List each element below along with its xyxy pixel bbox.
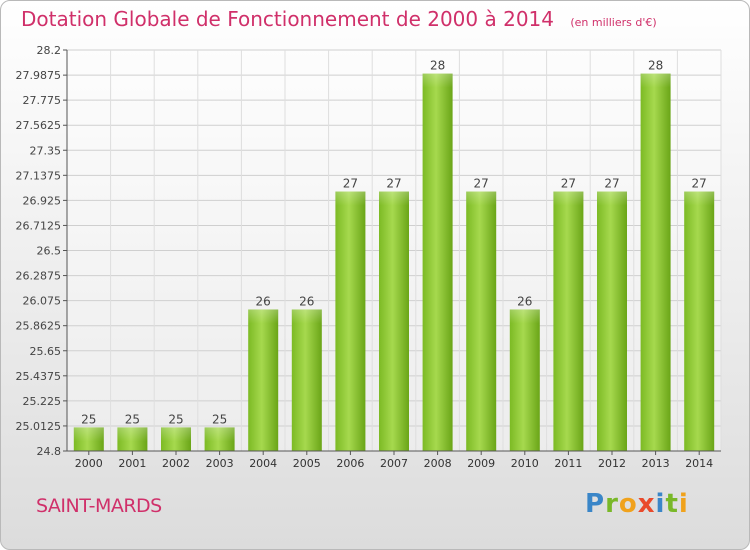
y-tick-label: 24.8 — [37, 445, 62, 458]
bar — [379, 191, 409, 451]
bar-highlight — [204, 427, 235, 442]
y-tick-label: 26.925 — [23, 194, 62, 207]
bar-highlight — [291, 309, 322, 324]
bar-highlight — [553, 191, 584, 206]
bar-highlight — [422, 73, 453, 88]
chart-subtitle: (en milliers d'€) — [570, 16, 657, 29]
bar — [248, 309, 279, 451]
x-tick-label: 2010 — [511, 457, 539, 470]
chart-title-text: Dotation Globale de Fonctionnement de 20… — [21, 7, 554, 31]
y-tick-label: 27.35 — [30, 144, 62, 157]
bar-highlight — [597, 191, 627, 206]
bar-highlight — [117, 427, 148, 442]
bar — [466, 191, 497, 451]
bar-highlight — [335, 191, 366, 206]
commune-name: SAINT-MARDS — [36, 495, 162, 517]
x-tick-label: 2012 — [598, 457, 626, 470]
x-tick-label: 2009 — [467, 457, 495, 470]
x-tick-label: 2002 — [162, 457, 190, 470]
y-tick-label: 25.8625 — [16, 320, 62, 333]
x-tick-label: 2000 — [75, 457, 103, 470]
data-label: 27 — [561, 177, 576, 191]
x-tick-label: 2003 — [206, 457, 234, 470]
data-label: 26 — [256, 294, 271, 308]
bar — [335, 191, 366, 451]
proxiti-logo: Proxiti — [585, 489, 689, 519]
bar-highlight — [73, 427, 104, 442]
axis-layer — [63, 49, 721, 455]
y-tick-label: 27.5625 — [16, 119, 62, 132]
y-tick-label: 25.4375 — [16, 370, 62, 383]
x-tick-label: 2001 — [118, 457, 146, 470]
bar — [553, 191, 584, 451]
bar — [291, 309, 322, 451]
data-label: 28 — [648, 59, 663, 73]
data-label: 27 — [604, 177, 619, 191]
bar — [640, 73, 671, 452]
y-tick-label: 27.1375 — [16, 169, 62, 182]
bar-highlight — [248, 309, 279, 324]
data-label: 25 — [168, 412, 183, 426]
y-tick-label: 26.2875 — [16, 270, 62, 283]
x-tick-label: 2013 — [642, 457, 670, 470]
x-tick-label: 2006 — [336, 457, 364, 470]
y-tick-label: 25.225 — [23, 395, 62, 408]
bar-highlight — [161, 427, 191, 442]
y-tick-label: 28.2 — [37, 44, 62, 57]
bar — [422, 73, 453, 452]
bar-highlight — [640, 73, 671, 88]
y-tick-label: 27.775 — [23, 94, 62, 107]
y-tick-label: 25.0125 — [16, 420, 62, 433]
y-tick-label: 26.5 — [37, 245, 62, 258]
y-tick-label: 26.075 — [23, 295, 62, 308]
x-tick-label: 2011 — [554, 457, 582, 470]
data-label: 25 — [125, 412, 140, 426]
data-label: 27 — [343, 177, 358, 191]
data-label: 26 — [299, 294, 314, 308]
bar — [597, 191, 627, 451]
data-label: 27 — [386, 177, 401, 191]
bars-layer — [73, 73, 715, 452]
y-tick-label: 26.7125 — [16, 219, 62, 232]
x-tick-label: 2004 — [249, 457, 277, 470]
x-tick-label: 2007 — [380, 457, 408, 470]
data-label: 27 — [692, 177, 707, 191]
data-label: 25 — [212, 412, 227, 426]
y-tick-label: 27.9875 — [16, 69, 62, 82]
data-label: 27 — [474, 177, 489, 191]
bar-highlight — [684, 191, 715, 206]
x-tick-label: 2014 — [685, 457, 713, 470]
chart-title: Dotation Globale de Fonctionnement de 20… — [21, 7, 657, 31]
bar-highlight — [466, 191, 497, 206]
data-label: 28 — [430, 59, 445, 73]
bar — [684, 191, 715, 451]
y-tick-label: 25.65 — [30, 345, 62, 358]
labels-layer: 28.2 27.9875 27.775 27.5625 27.35 27.1375 26.9… — [16, 44, 714, 470]
bar — [509, 309, 540, 451]
data-label: 26 — [517, 294, 532, 308]
bar-highlight — [509, 309, 540, 324]
bar-highlight — [379, 191, 409, 206]
data-label: 25 — [81, 412, 96, 426]
x-tick-label: 2005 — [293, 457, 321, 470]
x-tick-label: 2008 — [424, 457, 452, 470]
